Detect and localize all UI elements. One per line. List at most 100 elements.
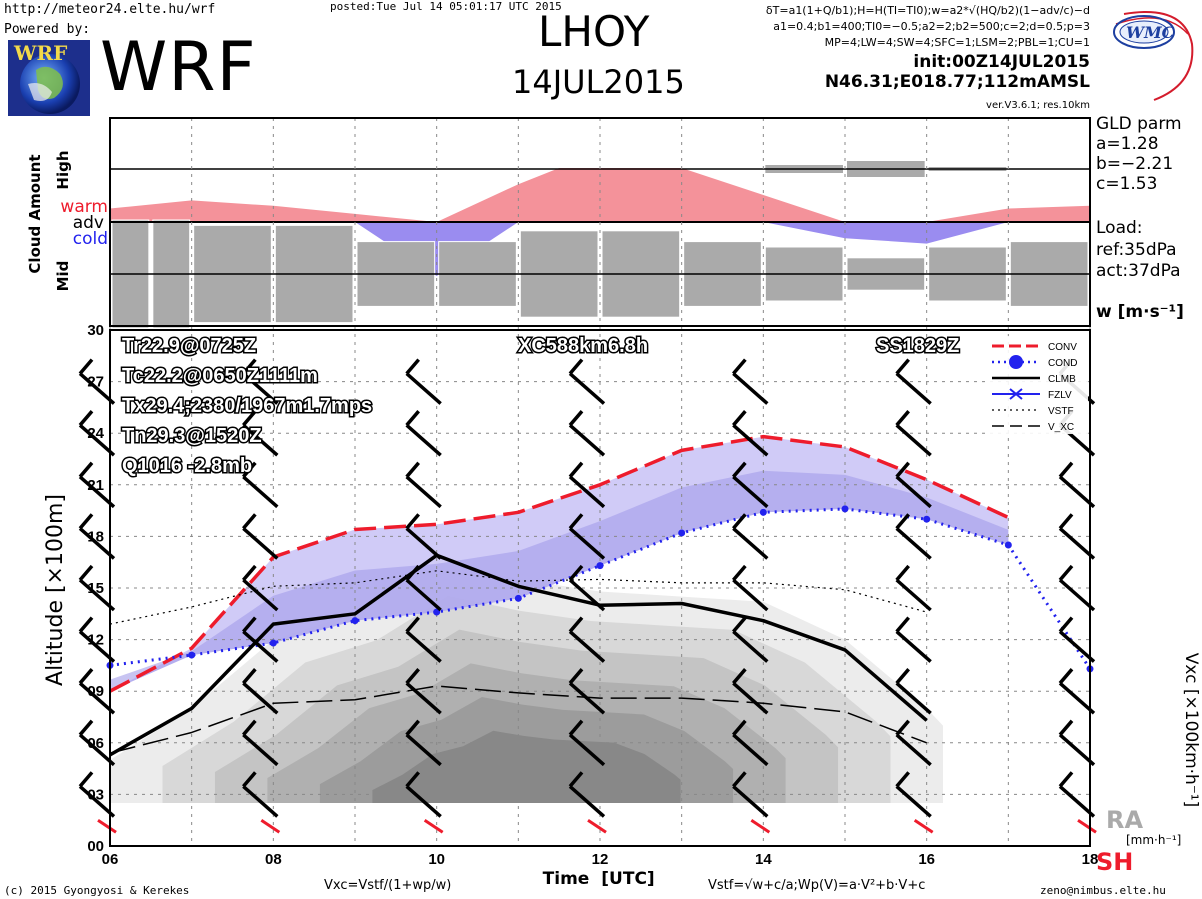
wind-barb	[242, 771, 279, 818]
wind-barb	[78, 719, 116, 767]
chart-labels: 06 08 10 12 14 16 18 00 03 06 09 12 15 18 21 24 27 30 Time…	[26, 150, 1201, 889]
wind-barb-flag	[732, 513, 747, 530]
wind-barb-flag	[242, 668, 257, 685]
wind-barb	[895, 410, 932, 457]
wind-barb-flag	[1058, 668, 1074, 685]
wind-barb-flag	[732, 461, 747, 478]
wind-barb-flag	[568, 564, 584, 582]
wind-barb-shaft	[732, 630, 769, 663]
x-tick-label: 10	[428, 851, 445, 868]
wind-barb	[732, 771, 769, 818]
annotation-tr: Tr22.9@0725Z	[122, 335, 256, 357]
annotation-tc: Tc22.2@0650Z1111m	[122, 365, 318, 387]
wind-barb	[732, 616, 769, 663]
wind-barb-flag	[732, 564, 747, 582]
wind-barb	[405, 461, 442, 509]
wind-barb-flag	[895, 513, 910, 530]
load-act: act:37dPa	[1096, 261, 1181, 281]
legend-label-clmb: CLMB	[1048, 374, 1076, 385]
wmc-logo: WMC	[1113, 11, 1194, 101]
cond-point	[1004, 541, 1012, 549]
wind-barb	[895, 564, 932, 612]
wind-barb	[895, 461, 932, 509]
wind-barb-shaft	[242, 785, 279, 818]
wind-barb-shaft	[242, 527, 279, 560]
wind-barb-shaft	[405, 681, 442, 715]
wind-barb	[405, 719, 442, 767]
wind-barb-shaft	[242, 372, 279, 405]
wind-barb-shaft	[895, 578, 932, 612]
legend-label-vstf: VSTF	[1048, 406, 1074, 417]
wind-barb-shaft	[568, 423, 606, 457]
wind-barb	[568, 410, 606, 457]
wind-barb-shaft	[78, 578, 116, 612]
wind-barb-shaft	[895, 372, 932, 405]
cold-advection-area	[110, 222, 1090, 276]
wind-barb	[405, 410, 442, 457]
wind-barb-flag	[78, 513, 94, 530]
wind-barb-flag	[78, 358, 94, 375]
wind-barb-shaft	[1058, 527, 1096, 560]
wind-barb-shaft	[405, 527, 442, 560]
wind-barb	[242, 513, 279, 560]
wind-barb-shaft	[1058, 475, 1096, 509]
wind-barb-flag	[895, 564, 910, 582]
source-url[interactable]: http://meteor24.elte.hu/wrf	[4, 2, 216, 17]
powered-by-label: Powered by:	[4, 22, 91, 37]
wind-barb-flag	[78, 564, 94, 582]
wind-barb-shaft	[405, 578, 442, 612]
y-tick-label: 12	[87, 632, 104, 649]
series-vstf	[109, 570, 927, 625]
wind-barb-flag	[1058, 513, 1074, 530]
station-code: LHOY	[538, 7, 650, 56]
wind-barb	[568, 616, 606, 663]
wind-barb-flag	[568, 616, 584, 633]
wind-barb-shaft	[78, 372, 116, 405]
wind-barb-shaft	[732, 785, 769, 818]
wind-barb	[242, 564, 279, 612]
wind-barb	[568, 564, 606, 612]
wind-barb-shaft	[78, 785, 116, 818]
wind-barb	[405, 358, 442, 405]
wind-barb	[1058, 719, 1096, 767]
wind-barb-flag	[895, 719, 910, 736]
wind-barb	[1058, 513, 1096, 560]
wind-barb	[242, 616, 279, 663]
y-tick-label: 27	[87, 374, 104, 391]
cond-point	[269, 639, 277, 647]
formula-line-2: a1=0.4;b1=400;TI0=−0.5;a2=2;b2=500;c=2;d…	[773, 20, 1090, 33]
wind-barb-flag	[568, 358, 584, 375]
legend-box	[988, 336, 1088, 434]
wind-barb	[568, 771, 606, 818]
wind-barb-flag	[568, 513, 584, 530]
wind-barb-shaft	[242, 475, 279, 509]
wind-barb	[242, 410, 279, 457]
annotation-ss: SS1829Z	[876, 335, 959, 357]
y-tick-label: 21	[87, 477, 104, 494]
wind-barb	[78, 410, 116, 457]
wind-barb	[568, 719, 606, 767]
forecast-date: 14JUL2015	[512, 63, 685, 101]
wind-barb-flag	[242, 358, 257, 375]
wind-barb	[405, 513, 442, 560]
cond-point	[759, 508, 767, 516]
wind-barb-shaft	[405, 630, 442, 663]
wind-barb-shaft	[405, 372, 442, 405]
wind-barb-flag	[895, 616, 910, 633]
wind-barb-shaft	[78, 733, 116, 767]
x-axis-label: Time	[543, 869, 590, 889]
contact-email[interactable]: zeno@nimbus.elte.hu	[1040, 884, 1166, 897]
cond-point	[596, 562, 604, 570]
wind-barb	[405, 564, 442, 612]
wmc-logo-text: WMC	[1126, 23, 1175, 42]
wind-barb-shaft	[405, 785, 442, 818]
wind-barb-shaft	[78, 475, 116, 509]
wind-barb	[568, 461, 606, 509]
wind-barb-flag	[405, 771, 420, 788]
x-tick-label: 18	[1082, 851, 1099, 868]
wind-barb	[78, 564, 116, 612]
legend-label-fzlv: FZLV	[1048, 390, 1072, 401]
footer-formula-right: Vstf=√w+c/a;Wp(V)=a·V²+b·V+c	[708, 878, 926, 893]
wind-barb	[1058, 668, 1096, 715]
